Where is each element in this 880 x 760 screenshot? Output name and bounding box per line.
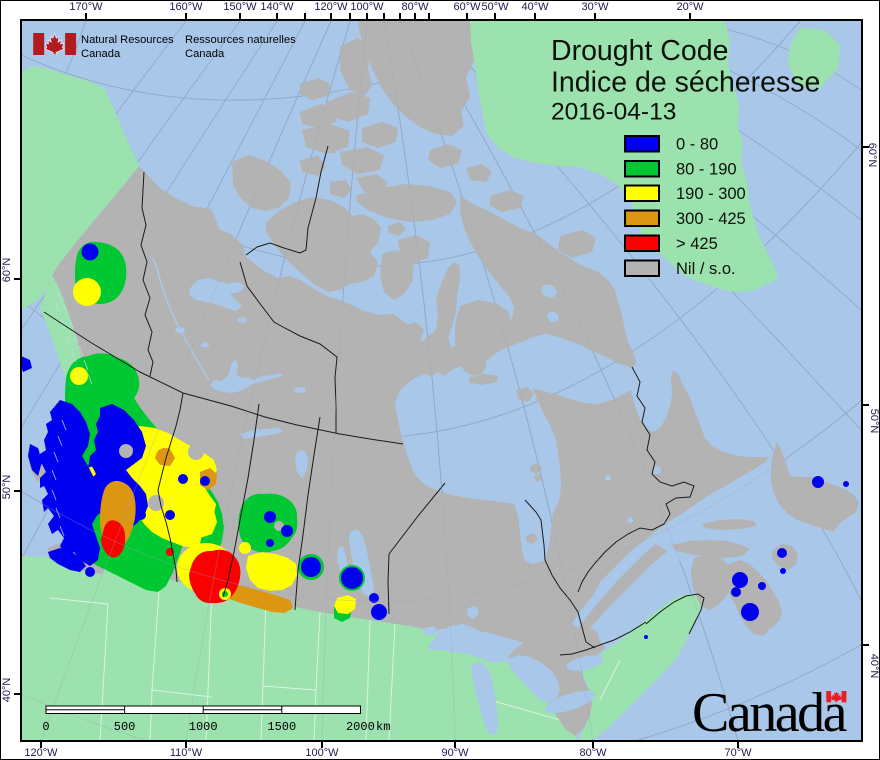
svg-text:Canada: Canada bbox=[692, 682, 848, 744]
svg-text:80 - 190: 80 - 190 bbox=[676, 161, 737, 179]
svg-text:70°W: 70°W bbox=[724, 747, 752, 759]
svg-text:500: 500 bbox=[114, 720, 136, 734]
svg-text:50°W: 50°W bbox=[481, 1, 509, 13]
svg-text:> 425: > 425 bbox=[676, 235, 718, 253]
svg-text:60°N: 60°N bbox=[1, 258, 13, 283]
svg-text:2016-04-13: 2016-04-13 bbox=[551, 99, 676, 126]
svg-text:100°W: 100°W bbox=[305, 747, 339, 759]
svg-text:50°N: 50°N bbox=[868, 409, 880, 434]
svg-text:2000: 2000 bbox=[346, 720, 375, 734]
svg-text:40°W: 40°W bbox=[521, 1, 549, 13]
svg-text:120°W: 120°W bbox=[24, 747, 58, 759]
svg-text:190 - 300: 190 - 300 bbox=[676, 185, 746, 203]
svg-text:300 - 425: 300 - 425 bbox=[676, 210, 746, 228]
svg-text:Natural Resources: Natural Resources bbox=[81, 34, 174, 46]
svg-text:40°N: 40°N bbox=[868, 654, 880, 679]
svg-text:0: 0 bbox=[42, 720, 49, 734]
svg-text:1000: 1000 bbox=[189, 720, 218, 734]
svg-text:Indice de sécheresse: Indice de sécheresse bbox=[551, 67, 820, 99]
svg-text:30°W: 30°W bbox=[581, 1, 609, 13]
svg-text:50°N: 50°N bbox=[1, 475, 13, 500]
svg-text:Nil / s.o.: Nil / s.o. bbox=[676, 260, 736, 278]
svg-text:40°N: 40°N bbox=[1, 678, 13, 703]
svg-text:Canada: Canada bbox=[185, 48, 225, 60]
svg-text:120°W: 120°W bbox=[314, 1, 348, 13]
svg-text:1500: 1500 bbox=[267, 720, 296, 734]
svg-text:km: km bbox=[376, 720, 390, 734]
svg-text:160°W: 160°W bbox=[169, 1, 203, 13]
svg-text:60°W: 60°W bbox=[453, 1, 481, 13]
svg-text:Canada: Canada bbox=[81, 48, 121, 60]
svg-text:100°W: 100°W bbox=[350, 1, 384, 13]
svg-text:150°W: 150°W bbox=[223, 1, 257, 13]
svg-text:110°W: 110°W bbox=[170, 747, 203, 759]
svg-text:140°W: 140°W bbox=[260, 1, 294, 13]
svg-text:90°W: 90°W bbox=[441, 747, 469, 759]
svg-text:80°W: 80°W bbox=[579, 747, 607, 759]
svg-text:Drought Code: Drought Code bbox=[551, 35, 728, 67]
svg-text:170°W: 170°W bbox=[69, 1, 103, 13]
svg-text:20°W: 20°W bbox=[676, 1, 704, 13]
svg-text:0 - 80: 0 - 80 bbox=[676, 136, 718, 154]
svg-text:Ressources naturelles: Ressources naturelles bbox=[185, 34, 296, 46]
svg-text:60°N: 60°N bbox=[866, 143, 878, 168]
svg-text:80°W: 80°W bbox=[401, 1, 429, 13]
